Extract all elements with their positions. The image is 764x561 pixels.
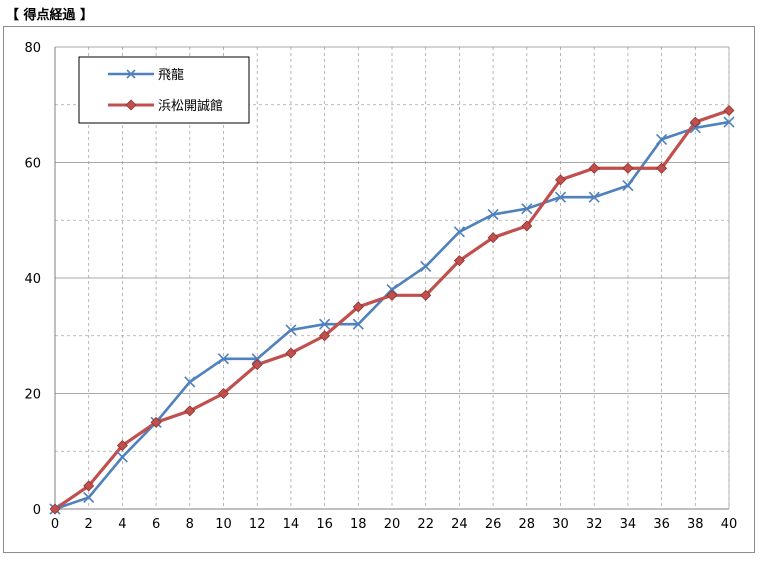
series-1-point-1 bbox=[83, 491, 95, 504]
series-markers bbox=[49, 105, 735, 515]
series-1-point-6 bbox=[251, 353, 263, 365]
x-tick-label-15: 30 bbox=[552, 517, 569, 532]
series-1-point-4 bbox=[184, 376, 196, 388]
series-2-point-2 bbox=[116, 439, 128, 451]
x-tick-label-1: 2 bbox=[85, 517, 93, 532]
series-1-point-20 bbox=[723, 116, 735, 128]
series-2-point-13 bbox=[487, 232, 499, 244]
series-1-point-19 bbox=[689, 122, 701, 134]
x-tick-label-8: 16 bbox=[316, 517, 333, 532]
legend-box bbox=[78, 56, 250, 124]
x-tick-label-4: 8 bbox=[186, 517, 194, 532]
series-1-point-5 bbox=[217, 353, 230, 365]
x-tick-label-18: 36 bbox=[653, 517, 670, 532]
series-2-point-16 bbox=[588, 162, 600, 174]
series-1-point-11 bbox=[420, 260, 432, 273]
x-tick-label-2: 4 bbox=[118, 517, 126, 532]
series-1-point-14 bbox=[521, 203, 533, 215]
series-1-point-12 bbox=[453, 226, 465, 238]
page-title: 【 得点経過 】 bbox=[6, 8, 94, 23]
series-2-point-3 bbox=[150, 416, 162, 428]
gridlines bbox=[55, 46, 730, 509]
series-2-point-0 bbox=[49, 503, 61, 515]
series-2-point-14 bbox=[521, 220, 533, 232]
series-1-point-10 bbox=[386, 283, 398, 296]
series-1-point-15 bbox=[554, 191, 567, 203]
series-1-point-8 bbox=[319, 318, 331, 330]
series-2-point-6 bbox=[251, 359, 263, 371]
series-1-point-16 bbox=[588, 191, 600, 203]
y-tick-label-3: 60 bbox=[24, 157, 41, 172]
series-2-point-15 bbox=[555, 174, 566, 186]
series-1-point-17 bbox=[622, 180, 634, 192]
legend-label-series-1: 飛龍 bbox=[158, 67, 184, 83]
series-2-point-4 bbox=[184, 405, 196, 417]
series-2-point-19 bbox=[689, 116, 701, 128]
x-tick-label-0: 0 bbox=[51, 517, 59, 532]
series-2-point-5 bbox=[218, 388, 229, 399]
x-tick-label-19: 38 bbox=[687, 517, 704, 532]
series-2-point-17 bbox=[622, 162, 634, 174]
y-tick-label-2: 40 bbox=[24, 272, 41, 287]
series-1-point-18 bbox=[656, 133, 668, 145]
tick-labels: 0 2 4 6 8 10 12 14 16 18 20 22 24 26 28 30 32 34 36 38 40020… bbox=[24, 41, 737, 532]
legend: 飛龍 浜松開誠館 bbox=[78, 56, 250, 124]
x-tick-label-5: 10 bbox=[215, 517, 232, 532]
series-2-point-8 bbox=[319, 330, 331, 342]
series-2-point-18 bbox=[656, 162, 668, 174]
x-tick-label-10: 20 bbox=[384, 517, 401, 532]
series-2-point-12 bbox=[453, 255, 465, 267]
series-1-point-9 bbox=[352, 318, 364, 330]
legend-label-series-2: 浜松開誠館 bbox=[158, 99, 223, 114]
series-1-point-7 bbox=[285, 324, 297, 336]
x-tick-label-12: 24 bbox=[451, 517, 468, 532]
x-tick-label-17: 34 bbox=[620, 517, 637, 532]
series-1-point-2 bbox=[116, 451, 128, 463]
legend-marker-series-2 bbox=[125, 99, 137, 111]
x-tick-label-16: 32 bbox=[586, 517, 603, 532]
axes bbox=[54, 47, 730, 510]
series-2-point-20 bbox=[723, 105, 735, 117]
series-2-point-10 bbox=[386, 289, 398, 301]
series-2-point-1 bbox=[83, 480, 95, 492]
y-tick-label-0: 0 bbox=[33, 503, 41, 518]
y-tick-label-1: 20 bbox=[24, 388, 41, 403]
x-tick-label-11: 22 bbox=[417, 517, 434, 532]
x-tick-label-14: 28 bbox=[519, 517, 536, 532]
x-tick-label-20: 40 bbox=[721, 517, 738, 532]
x-tick-label-13: 26 bbox=[485, 517, 502, 532]
series-1-point-13 bbox=[487, 208, 499, 221]
series-2-point-9 bbox=[352, 301, 364, 313]
legend-marker-series-1 bbox=[126, 69, 136, 79]
x-tick-label-9: 18 bbox=[350, 517, 367, 532]
chart-frame bbox=[3, 26, 755, 553]
x-tick-label-7: 14 bbox=[283, 517, 300, 532]
x-tick-label-6: 12 bbox=[249, 517, 266, 532]
series-2-point-7 bbox=[285, 347, 297, 359]
x-tick-label-3: 6 bbox=[152, 517, 160, 532]
y-tick-label-4: 80 bbox=[24, 41, 41, 56]
series-2-point-11 bbox=[420, 289, 432, 301]
